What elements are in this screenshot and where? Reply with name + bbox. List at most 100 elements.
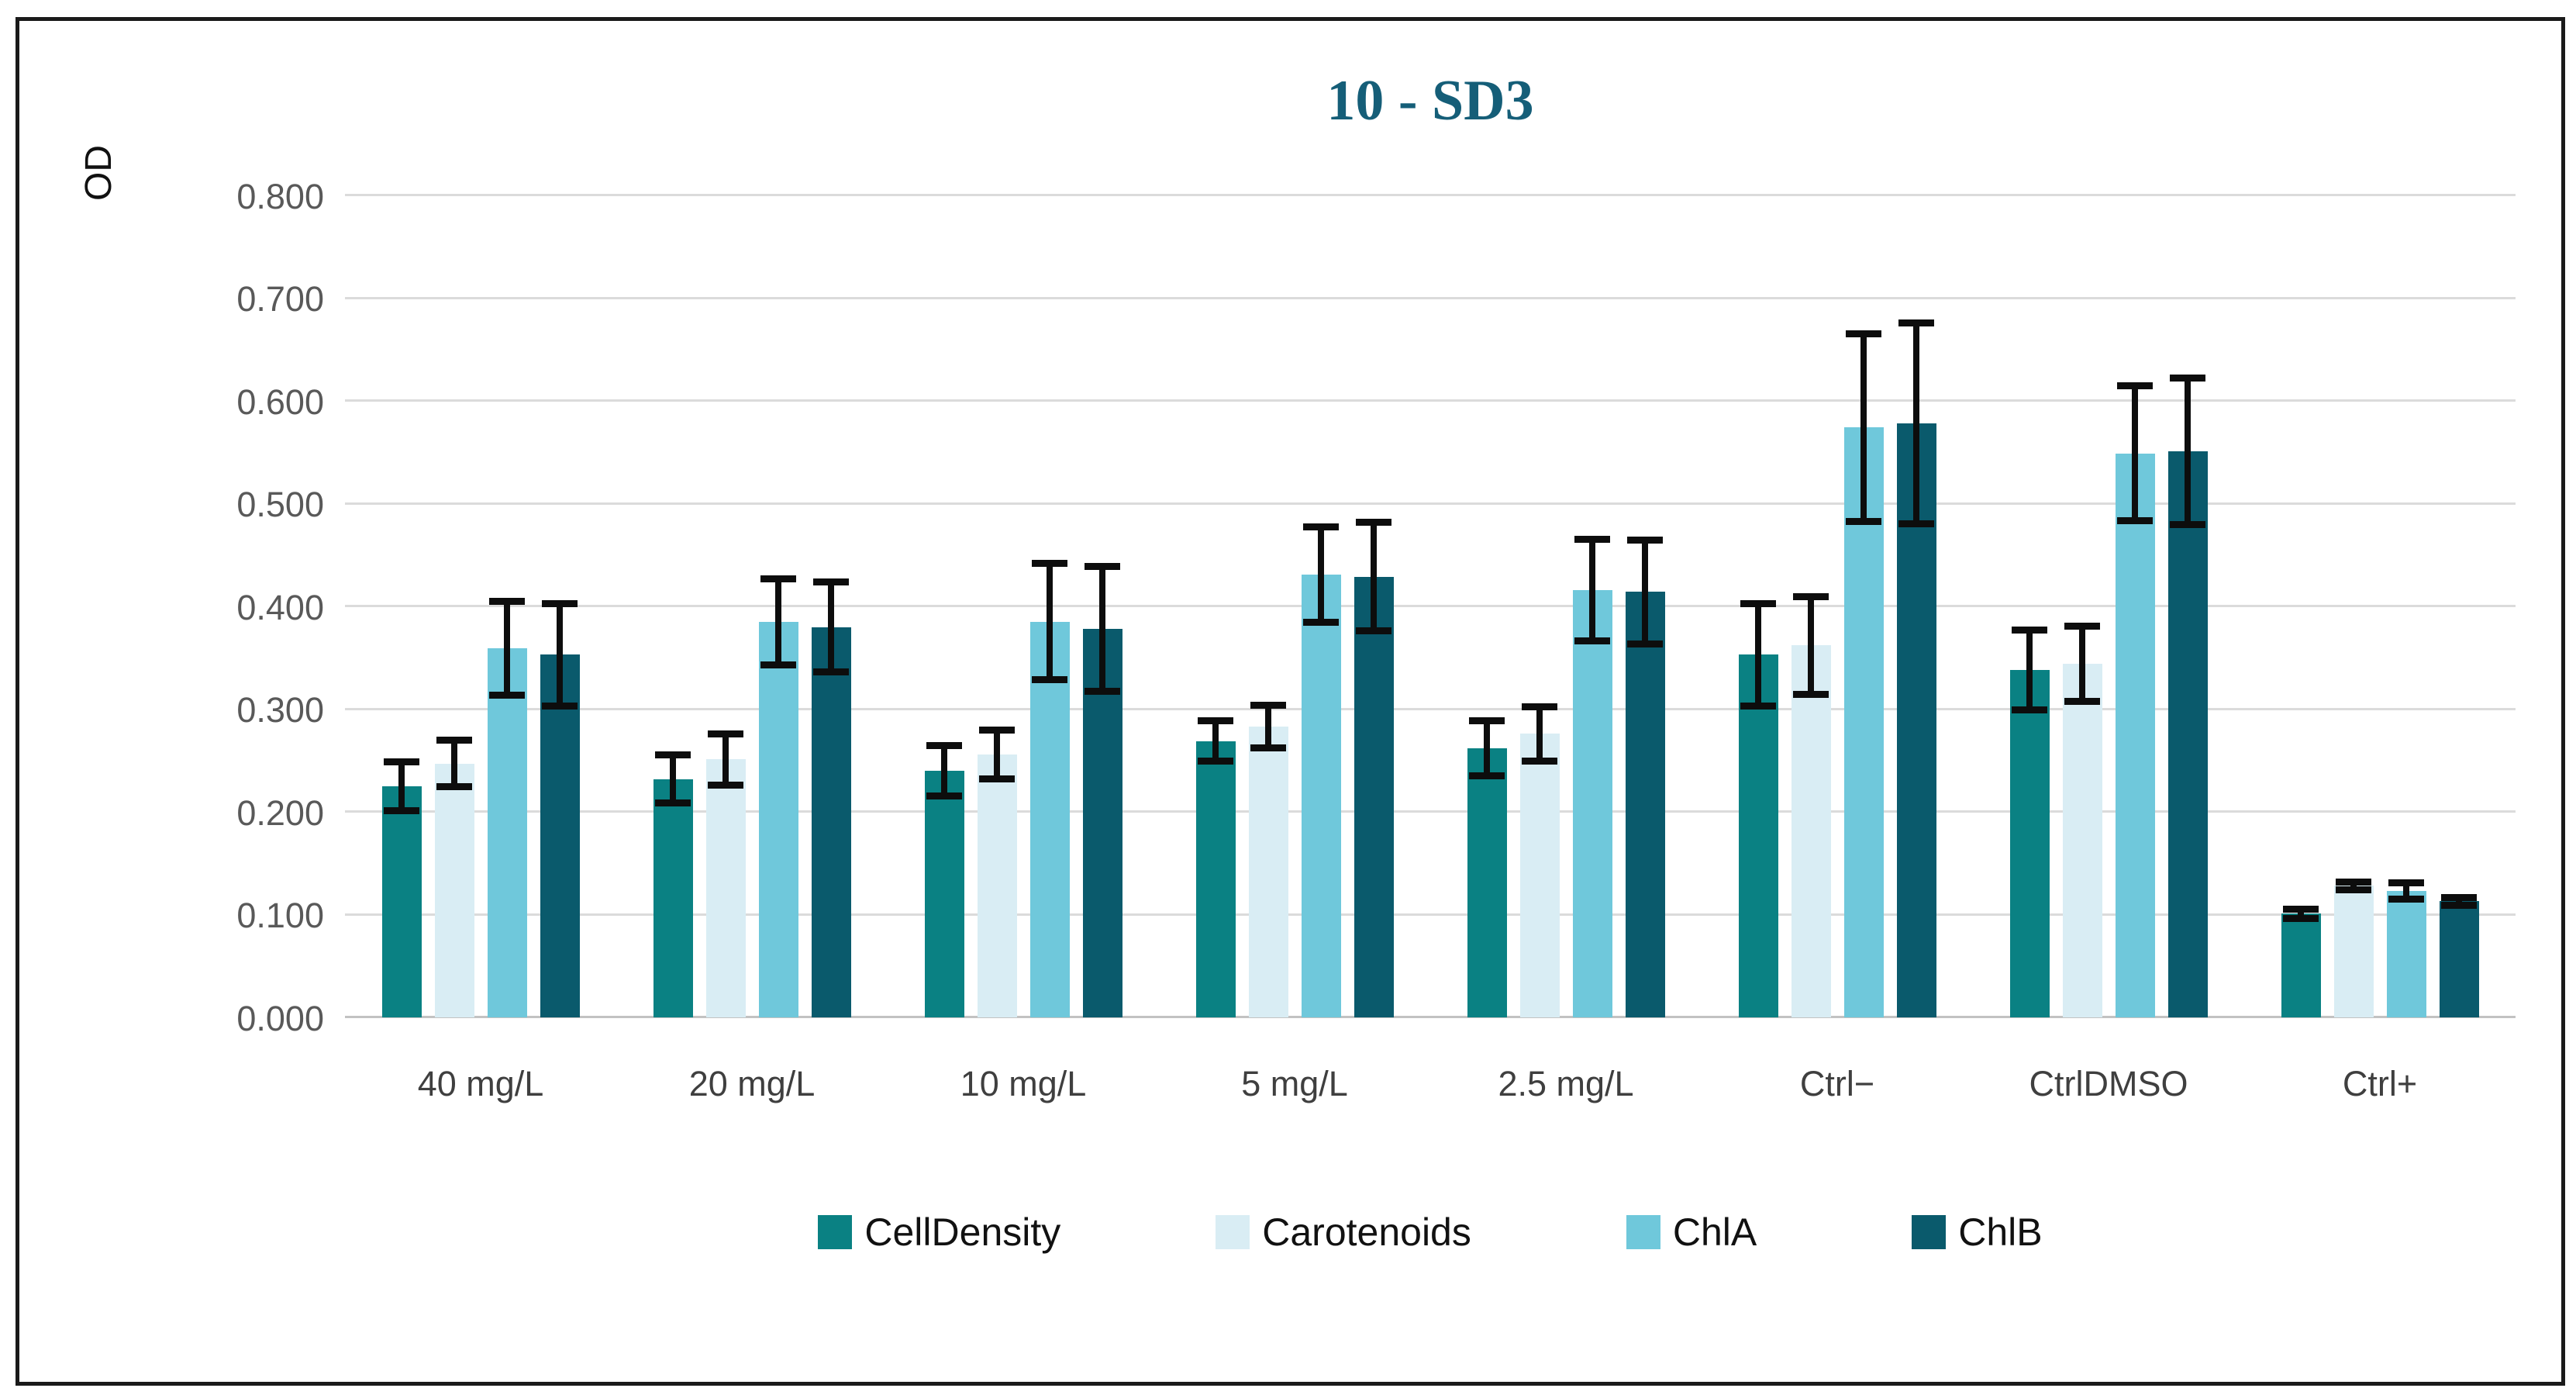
error-bar-part bbox=[813, 578, 849, 586]
y-tick-label: 0.500 bbox=[236, 485, 324, 525]
error-bar-part bbox=[1755, 603, 1761, 706]
error-bar-part bbox=[1846, 330, 1881, 337]
error-bar-part bbox=[979, 775, 1015, 782]
error-bar-Carotenoids-10 mg/L bbox=[979, 727, 1015, 782]
error-bar-part bbox=[1032, 676, 1067, 684]
gridline-0.800 bbox=[345, 194, 2516, 196]
plot-area bbox=[345, 194, 2516, 1018]
barwrap-ChlB bbox=[1354, 195, 1394, 1017]
error-bar-part bbox=[708, 781, 743, 789]
barwrap-ChlB bbox=[2439, 195, 2479, 1017]
error-bar-part bbox=[1265, 705, 1271, 748]
error-bar-part bbox=[2350, 882, 2357, 890]
error-bar-part bbox=[2403, 882, 2409, 899]
legend-item-Carotenoids: Carotenoids bbox=[1216, 1210, 1471, 1255]
error-bar-part bbox=[2026, 630, 2033, 710]
x-category-label-CtrlDMSO: CtrlDMSO bbox=[2029, 1064, 2188, 1103]
error-bar-ChlA-10 mg/L bbox=[1032, 560, 1067, 684]
error-bar-Carotenoids-40 mg/L bbox=[436, 737, 472, 791]
error-bar-Carotenoids-Ctrl− bbox=[1793, 592, 1829, 698]
barwrap-ChlB bbox=[811, 195, 851, 1017]
error-bar-part bbox=[2117, 382, 2153, 390]
error-bar-part bbox=[813, 668, 849, 675]
bar-ChlA-Ctrl+ bbox=[2386, 891, 2426, 1017]
bar-CellDensity-CtrlDMSO bbox=[2009, 670, 2050, 1017]
error-bar-part bbox=[1303, 619, 1339, 627]
error-bar-part bbox=[1356, 519, 1391, 527]
error-bar-ChlA-5 mg/L bbox=[1303, 523, 1339, 627]
error-bar-ChlB-40 mg/L bbox=[542, 600, 578, 710]
error-bar-part bbox=[384, 758, 419, 766]
bar-group-Ctrl− bbox=[1702, 195, 1973, 1017]
bar-group-40 mg/L bbox=[345, 195, 616, 1017]
error-bar-part bbox=[504, 601, 510, 696]
legend-swatch-icon bbox=[1626, 1215, 1660, 1249]
error-bar-part bbox=[542, 600, 578, 608]
y-tick-label: 0.600 bbox=[236, 382, 324, 422]
error-bar-part bbox=[2336, 886, 2371, 893]
error-bar-Carotenoids-5 mg/L bbox=[1250, 702, 1286, 751]
error-bar-part bbox=[926, 741, 962, 749]
error-bar-part bbox=[708, 730, 743, 738]
error-bar-part bbox=[2012, 627, 2047, 634]
error-bar-ChlB-10 mg/L bbox=[1085, 563, 1120, 695]
bars-row bbox=[1973, 195, 2244, 1017]
error-bar-ChlA-20 mg/L bbox=[760, 575, 796, 668]
error-bar-part bbox=[1356, 627, 1391, 634]
legend-label: CellDensity bbox=[864, 1210, 1061, 1254]
barwrap-ChlA bbox=[1843, 195, 1884, 1017]
gridline-0.300 bbox=[345, 707, 2516, 710]
bar-ChlA-40 mg/L bbox=[487, 648, 527, 1017]
error-bar-ChlB-Ctrl+ bbox=[2441, 893, 2477, 909]
legend-swatch-icon bbox=[818, 1215, 853, 1249]
bar-CellDensity-20 mg/L bbox=[653, 779, 693, 1017]
gridline-0.400 bbox=[345, 605, 2516, 607]
bar-group-20 mg/L bbox=[616, 195, 888, 1017]
barwrap-ChlA bbox=[1301, 195, 1341, 1017]
bar-CellDensity-Ctrl− bbox=[1738, 654, 1778, 1017]
error-bar-part bbox=[451, 740, 457, 788]
error-bar-ChlB-Ctrl− bbox=[1898, 319, 1934, 527]
barwrap-Carotenoids bbox=[434, 195, 474, 1017]
barwrap-CellDensity bbox=[381, 195, 422, 1017]
error-bar-Carotenoids-Ctrl+ bbox=[2336, 879, 2371, 893]
barwrap-ChlB bbox=[540, 195, 580, 1017]
error-bar-part bbox=[1793, 690, 1829, 698]
barwrap-ChlA bbox=[758, 195, 798, 1017]
error-bar-part bbox=[1642, 539, 1648, 645]
error-bar-part bbox=[2064, 623, 2100, 630]
barwrap-ChlB bbox=[1896, 195, 1936, 1017]
gridline-0.200 bbox=[345, 810, 2516, 813]
barwrap-ChlB bbox=[1625, 195, 1665, 1017]
barwrap-CellDensity bbox=[2281, 195, 2321, 1017]
error-bar-CellDensity-2.5 mg/L bbox=[1469, 717, 1505, 779]
error-bar-part bbox=[1627, 641, 1663, 648]
error-bar-part bbox=[1522, 758, 1557, 765]
barwrap-CellDensity bbox=[2009, 195, 2050, 1017]
error-bar-part bbox=[384, 806, 419, 814]
barwrap-CellDensity bbox=[1195, 195, 1236, 1017]
legend-item-CellDensity: CellDensity bbox=[818, 1210, 1060, 1255]
x-category-label-20 mg/L: 20 mg/L bbox=[688, 1064, 816, 1103]
bar-Carotenoids-40 mg/L bbox=[434, 763, 474, 1017]
error-bar-part bbox=[1589, 538, 1595, 642]
bar-ChlA-20 mg/L bbox=[758, 621, 798, 1017]
y-tick-label: 0.300 bbox=[236, 690, 324, 730]
bars-row bbox=[1159, 195, 1430, 1017]
bar-group-5 mg/L bbox=[1159, 195, 1430, 1017]
barwrap-ChlA bbox=[2115, 195, 2155, 1017]
error-bar-Carotenoids-CtrlDMSO bbox=[2064, 623, 2100, 706]
legend-label: Carotenoids bbox=[1262, 1210, 1471, 1254]
barwrap-CellDensity bbox=[924, 195, 964, 1017]
y-tick-label: 0.200 bbox=[236, 792, 324, 833]
error-bar-ChlA-Ctrl+ bbox=[2388, 879, 2424, 903]
error-bar-ChlB-2.5 mg/L bbox=[1627, 536, 1663, 648]
error-bar-part bbox=[1574, 637, 1610, 645]
error-bar-part bbox=[2336, 879, 2371, 886]
error-bar-part bbox=[1198, 758, 1233, 765]
error-bar-part bbox=[1085, 563, 1120, 571]
error-bar-ChlB-5 mg/L bbox=[1356, 519, 1391, 634]
gridline-0.100 bbox=[345, 913, 2516, 916]
error-bar-part bbox=[1740, 702, 1776, 710]
